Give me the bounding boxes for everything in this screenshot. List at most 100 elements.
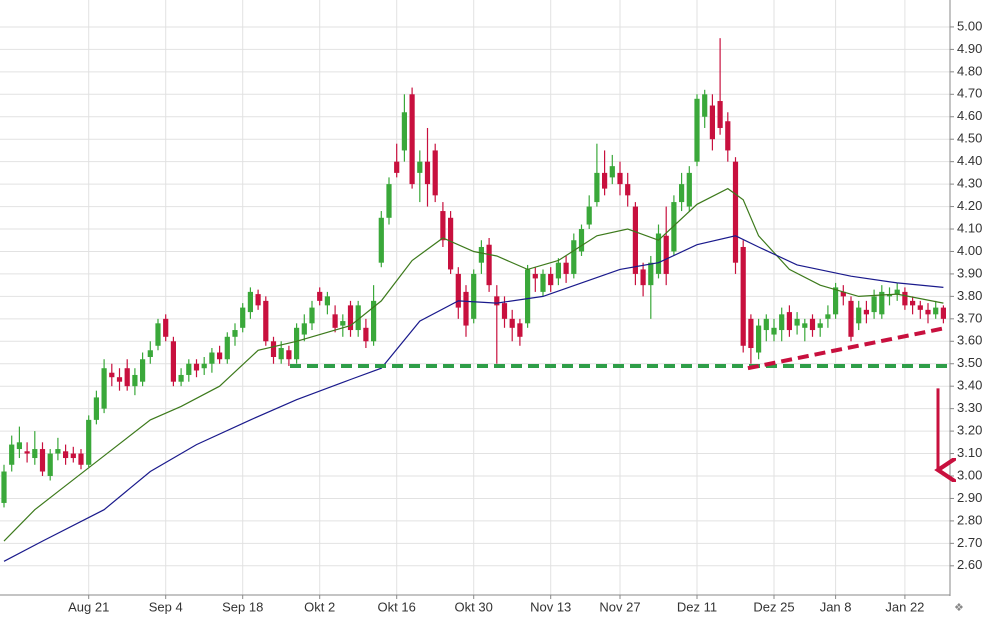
candle-body: [463, 291, 469, 326]
candle-body: [686, 172, 692, 207]
candle-body: [763, 318, 769, 331]
candle-body: [740, 246, 746, 346]
candle-body: [817, 323, 823, 328]
candle-body: [347, 305, 354, 331]
y-tick-label: 4.20: [957, 198, 982, 213]
candle-body: [32, 449, 38, 459]
candle-body: [925, 309, 931, 315]
candle-body: [170, 341, 176, 382]
candle-body: [902, 291, 908, 306]
y-tick-label: 4.40: [957, 153, 982, 168]
candle-body: [440, 211, 446, 241]
candle-body: [101, 368, 107, 409]
candle-body: [255, 294, 261, 306]
x-tick-label: Sep 4: [149, 599, 183, 614]
y-tick-label: 3.00: [957, 467, 982, 482]
candle-body: [702, 94, 708, 117]
candle-body: [317, 291, 323, 301]
candle-body: [655, 233, 662, 274]
x-tick-label: Jan 22: [885, 599, 924, 614]
candle-body: [417, 161, 423, 173]
candle-body: [548, 273, 554, 286]
x-tick-label: Sep 18: [222, 599, 263, 614]
candle-body: [586, 206, 592, 225]
y-tick-label: 2.80: [957, 512, 982, 527]
candle-body: [16, 442, 22, 450]
y-tick-label: 4.60: [957, 108, 982, 123]
candle-body: [186, 363, 192, 375]
candle-body: [201, 363, 207, 369]
candle-body: [1, 471, 7, 503]
candle-body: [286, 350, 292, 360]
candle-body: [47, 453, 53, 476]
candle-body: [694, 98, 700, 162]
candle-body: [240, 307, 246, 328]
candle-body: [432, 150, 438, 196]
candle-body: [609, 166, 615, 178]
candle-body: [124, 368, 130, 387]
candle-body: [748, 318, 754, 349]
candle-body: [679, 184, 685, 203]
x-tick-label: Nov 27: [599, 599, 640, 614]
candle-body: [309, 307, 315, 324]
candle-body: [409, 94, 415, 185]
candle-body: [571, 240, 577, 274]
candle-body: [270, 341, 277, 357]
candle-body: [263, 300, 269, 342]
corner-icon: ❖: [954, 602, 964, 614]
candle-body: [509, 318, 515, 328]
candle-body: [648, 262, 654, 286]
candle-body: [732, 161, 739, 263]
candle-body: [371, 300, 377, 342]
candle-body: [301, 323, 307, 335]
candle-body: [825, 314, 831, 319]
candle-body: [555, 262, 561, 279]
candle-body: [871, 296, 877, 313]
candle-body: [471, 273, 477, 319]
candle-body: [116, 377, 123, 382]
candle-body: [9, 444, 15, 465]
y-tick-label: 3.80: [957, 288, 982, 303]
y-tick-label: 2.60: [957, 557, 982, 572]
candle-body: [640, 269, 646, 286]
candle-body: [294, 327, 300, 360]
candle-body: [663, 235, 669, 274]
candle-body: [155, 323, 161, 346]
candle-body: [39, 449, 46, 472]
moving-average: [3, 235, 944, 562]
candle-body: [224, 336, 230, 360]
candle-body: [363, 327, 369, 342]
candle-body: [486, 244, 492, 286]
y-tick-label: 4.90: [957, 41, 982, 56]
y-tick-label: 3.40: [957, 378, 982, 393]
candle-body: [355, 305, 361, 331]
candle-body: [794, 318, 800, 326]
candle-body: [109, 372, 115, 378]
y-tick-label: 3.30: [957, 400, 982, 415]
candle-body: [386, 184, 392, 218]
candle-body: [602, 172, 608, 189]
candle-body: [563, 262, 569, 274]
candle-body: [578, 229, 585, 252]
candle-body: [24, 451, 30, 454]
candle-body: [879, 291, 885, 315]
candle-body: [671, 202, 677, 252]
candle-body: [833, 287, 839, 315]
candle-body: [802, 323, 808, 328]
candle-body: [209, 352, 215, 364]
candle-body: [394, 161, 400, 173]
candle-body: [917, 305, 923, 310]
x-tick-label: Okt 2: [304, 599, 335, 614]
candle-body: [779, 314, 785, 331]
candle-body: [217, 352, 223, 360]
y-tick-label: 5.00: [957, 18, 982, 33]
candle-body: [324, 296, 330, 306]
y-tick-label: 3.50: [957, 355, 982, 370]
candle-body: [178, 374, 184, 382]
candle-body: [625, 184, 631, 196]
candle-body: [771, 327, 777, 335]
moving-average: [3, 187, 944, 542]
y-tick-label: 3.60: [957, 333, 982, 348]
candle-body: [809, 318, 816, 331]
